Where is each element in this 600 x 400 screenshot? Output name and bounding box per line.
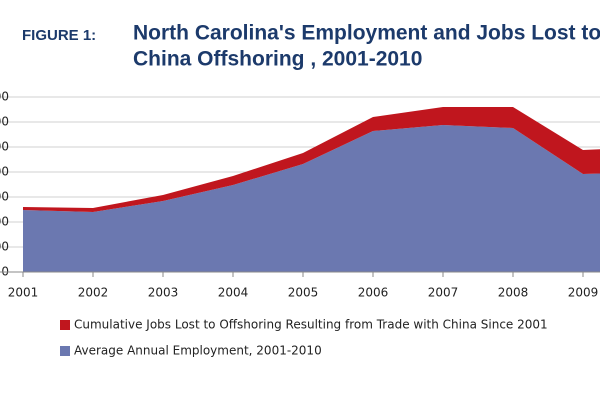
x-tick-label: 2009 (568, 286, 599, 300)
y-tick-label: 00 (0, 90, 9, 104)
y-tick-label: 00 (0, 190, 9, 204)
y-tick-label: 00 (0, 240, 9, 254)
x-tick-label: 2004 (218, 286, 249, 300)
x-tick-label: 2005 (288, 286, 319, 300)
x-tick-label: 2008 (498, 286, 529, 300)
x-tick-label: 2002 (78, 286, 109, 300)
legend-label: Cumulative Jobs Lost to Offshoring Resul… (74, 318, 548, 332)
x-tick-label: 2007 (428, 286, 459, 300)
area (23, 125, 600, 272)
figure-label: FIGURE 1: (22, 27, 96, 44)
chart-title: China Offshoring , 2001-2010 (133, 48, 422, 71)
y-tick-label: 00 (0, 140, 9, 154)
y-tick-label: 00 (0, 115, 9, 129)
area (23, 107, 600, 212)
legend-swatch (60, 346, 70, 356)
y-tick-label: 00 (0, 215, 9, 229)
legend-label: Average Annual Employment, 2001-2010 (74, 344, 322, 358)
chart-title: North Carolina's Employment and Jobs Los… (133, 22, 600, 45)
plot: 0000000000000002001200220032004200520062… (0, 90, 600, 300)
x-tick-label: 2001 (8, 286, 39, 300)
y-tick-label: 00 (0, 165, 9, 179)
x-tick-label: 2006 (358, 286, 389, 300)
x-tick-label: 2003 (148, 286, 179, 300)
legend-swatch (60, 320, 70, 330)
